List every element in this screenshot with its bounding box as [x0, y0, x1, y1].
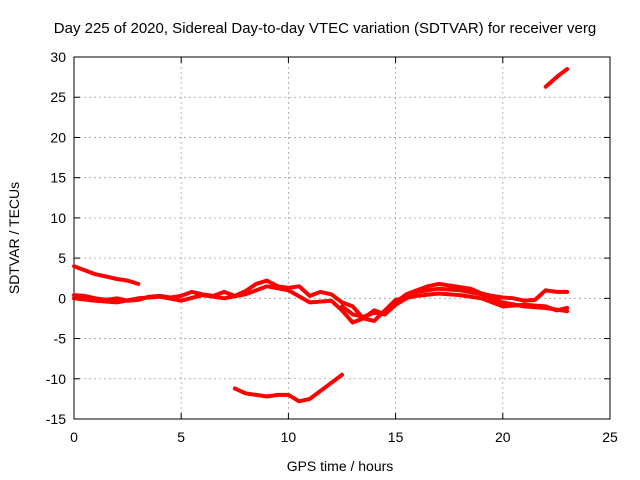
plot-frame — [73, 56, 611, 420]
chart-title: Day 225 of 2020, Sidereal Day-to-day VTE… — [54, 20, 596, 37]
series-trace-6 — [340, 286, 570, 319]
y-axis-label: SDTVAR / TECUs — [6, 182, 22, 294]
series-trace-3 — [232, 372, 344, 404]
x-tick-label: 0 — [70, 429, 78, 445]
y-tick-label: -15 — [46, 411, 66, 427]
x-tick-label: 10 — [281, 429, 297, 445]
y-tick-label: 30 — [50, 49, 66, 65]
x-tick-label: 25 — [602, 429, 618, 445]
y-tick-label: 25 — [50, 89, 66, 105]
y-tick-label: 20 — [50, 129, 66, 145]
data-series — [72, 67, 570, 404]
x-tick-label: 15 — [388, 429, 404, 445]
axis-ticks: 0 5 10 15 20 25 -15 -10 -5 0 5 10 15 20 25 30 — [46, 49, 618, 445]
y-tick-label: -10 — [46, 371, 66, 387]
y-tick-label: 0 — [58, 290, 66, 306]
x-tick-label: 20 — [495, 429, 511, 445]
y-tick-label: 15 — [50, 170, 66, 186]
x-axis-label: GPS time / hours — [287, 458, 394, 474]
series-trace-1 — [72, 264, 141, 286]
y-tick-label: 10 — [50, 210, 66, 226]
grid-lines — [74, 57, 610, 419]
x-tick-label: 5 — [177, 429, 185, 445]
series-trace-5 — [72, 284, 570, 325]
y-tick-label: 5 — [58, 250, 66, 266]
y-tick-label: -5 — [54, 331, 67, 347]
series-trace-2 — [543, 67, 570, 89]
